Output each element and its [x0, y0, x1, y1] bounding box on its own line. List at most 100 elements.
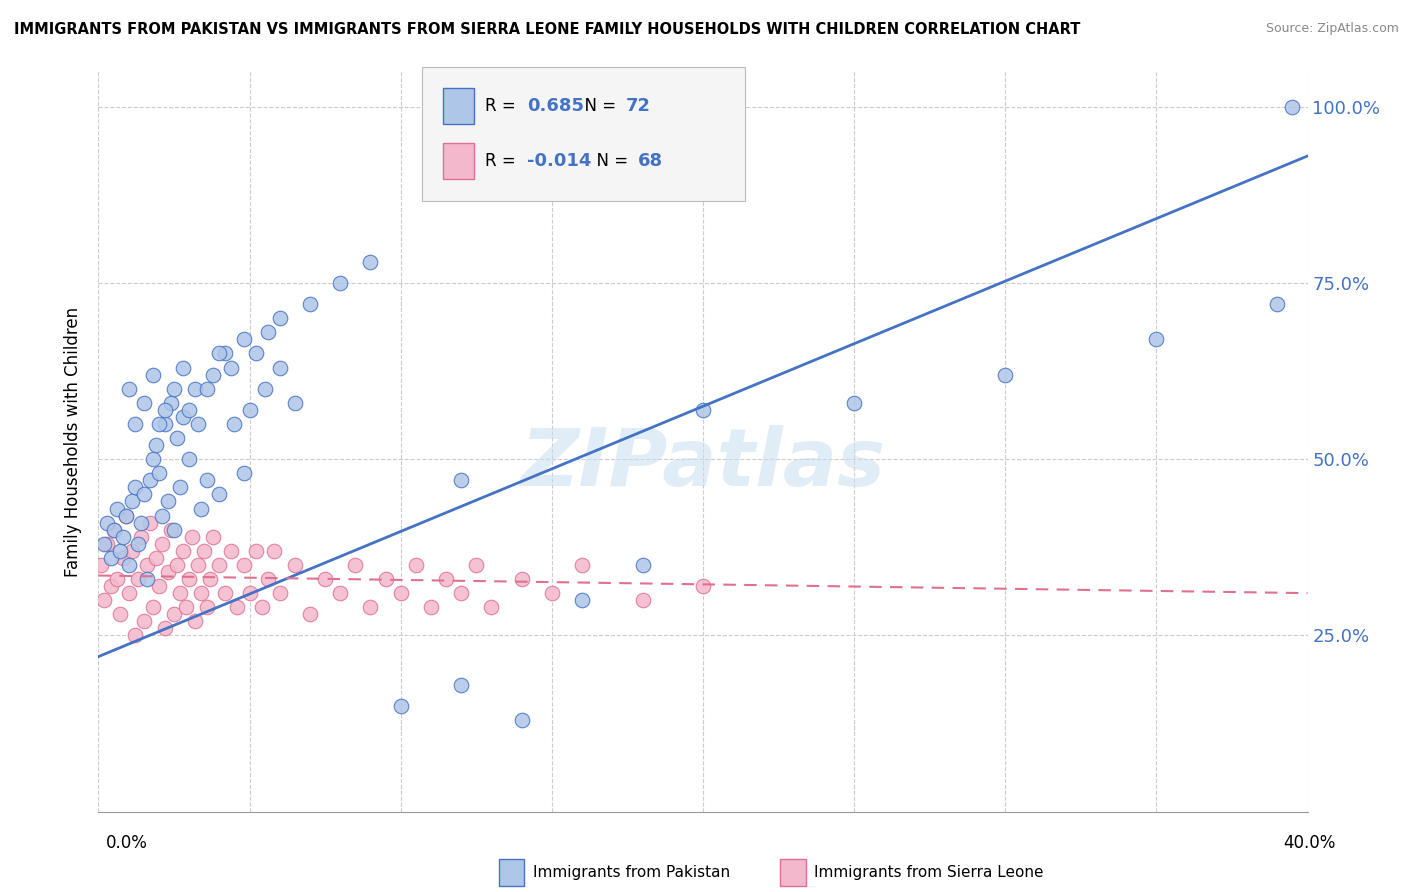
Point: [163, 382, 186, 396]
Point: [434, 572, 457, 586]
Point: [269, 360, 291, 375]
Point: [93, 537, 115, 551]
Point: [214, 586, 236, 600]
Text: 68: 68: [638, 153, 664, 170]
Point: [145, 550, 167, 565]
Text: Immigrants from Sierra Leone: Immigrants from Sierra Leone: [814, 865, 1043, 880]
Point: [250, 600, 273, 615]
Point: [100, 550, 122, 565]
Point: [239, 586, 262, 600]
Point: [118, 586, 141, 600]
Point: [208, 487, 231, 501]
Point: [1281, 100, 1303, 114]
Point: [374, 572, 396, 586]
Point: [208, 346, 231, 360]
Point: [844, 396, 866, 410]
Point: [121, 544, 143, 558]
Point: [114, 508, 136, 523]
Point: [129, 516, 152, 530]
Text: R =: R =: [485, 97, 522, 115]
Point: [127, 572, 149, 586]
Point: [166, 431, 188, 445]
Point: [450, 473, 472, 487]
Y-axis label: Family Households with Children: Family Households with Children: [65, 307, 83, 576]
Point: [299, 607, 322, 622]
Point: [163, 523, 186, 537]
Point: [994, 368, 1017, 382]
Point: [631, 593, 654, 607]
Point: [124, 417, 146, 431]
Point: [284, 396, 307, 410]
Point: [145, 438, 167, 452]
Point: [163, 607, 186, 622]
Point: [450, 678, 472, 692]
Point: [156, 565, 179, 579]
Point: [153, 417, 176, 431]
Point: [329, 586, 352, 600]
Point: [153, 402, 176, 417]
Point: [239, 402, 262, 417]
Point: [111, 550, 134, 565]
Point: [187, 558, 209, 572]
Point: [135, 558, 157, 572]
Point: [90, 558, 112, 572]
Point: [172, 360, 194, 375]
Point: [105, 572, 128, 586]
Point: [245, 544, 267, 558]
Point: [160, 523, 183, 537]
Point: [214, 346, 236, 360]
Point: [232, 332, 254, 346]
Point: [108, 607, 131, 622]
Point: [202, 368, 225, 382]
Point: [127, 537, 149, 551]
Point: [195, 382, 218, 396]
Point: [139, 473, 162, 487]
Text: 0.0%: 0.0%: [105, 834, 148, 852]
Point: [450, 586, 472, 600]
Point: [263, 544, 285, 558]
Point: [169, 586, 191, 600]
Point: [108, 544, 131, 558]
Text: N =: N =: [574, 97, 621, 115]
Point: [269, 586, 291, 600]
Point: [169, 480, 191, 494]
Point: [284, 558, 307, 572]
Point: [221, 544, 243, 558]
Point: [96, 516, 118, 530]
Point: [208, 558, 231, 572]
Point: [184, 382, 207, 396]
Point: [100, 579, 122, 593]
Point: [190, 501, 212, 516]
Point: [405, 558, 427, 572]
Point: [153, 621, 176, 635]
Point: [269, 311, 291, 326]
Point: [389, 698, 412, 713]
Point: [256, 325, 278, 339]
Point: [540, 586, 562, 600]
Point: [200, 572, 222, 586]
Point: [118, 558, 141, 572]
Point: [124, 480, 146, 494]
Text: IMMIGRANTS FROM PAKISTAN VS IMMIGRANTS FROM SIERRA LEONE FAMILY HOUSEHOLDS WITH : IMMIGRANTS FROM PAKISTAN VS IMMIGRANTS F…: [14, 22, 1080, 37]
Point: [224, 417, 246, 431]
Text: -0.014: -0.014: [527, 153, 592, 170]
Point: [184, 615, 207, 629]
Point: [692, 402, 714, 417]
Point: [571, 593, 593, 607]
Point: [226, 600, 249, 615]
Point: [179, 572, 201, 586]
Point: [344, 558, 367, 572]
Text: 72: 72: [626, 97, 651, 115]
Text: Source: ZipAtlas.com: Source: ZipAtlas.com: [1265, 22, 1399, 36]
Point: [142, 600, 165, 615]
Point: [179, 452, 201, 467]
Point: [150, 508, 173, 523]
Point: [135, 572, 157, 586]
Point: [1144, 332, 1167, 346]
Point: [314, 572, 336, 586]
Text: Immigrants from Pakistan: Immigrants from Pakistan: [533, 865, 730, 880]
Point: [179, 402, 201, 417]
Point: [571, 558, 593, 572]
Point: [103, 523, 125, 537]
Point: [481, 600, 503, 615]
